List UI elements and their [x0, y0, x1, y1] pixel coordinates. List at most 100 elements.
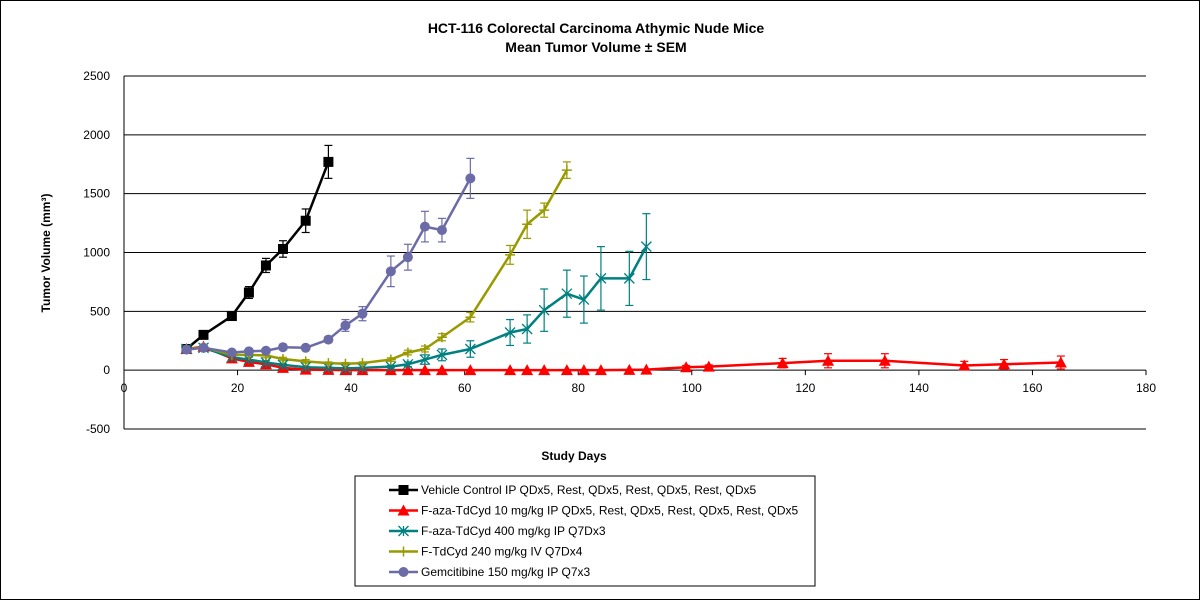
series-1-point: [323, 156, 334, 167]
series-3-point: [504, 327, 516, 338]
series-5-point: [436, 225, 447, 236]
series-5-point: [198, 342, 209, 353]
y-tick-label: 1000: [83, 246, 110, 260]
legend-entry-2: F-aza-TdCyd 10 mg/kg IP QDx5, Rest, QDx5…: [389, 504, 799, 518]
series-5-point: [419, 221, 430, 232]
series-3-point: [640, 241, 652, 253]
series-4-point: [419, 343, 430, 354]
gridlines: [124, 75, 1146, 430]
series-2-point: [680, 361, 693, 373]
series-2-point: [878, 354, 891, 366]
series-1-point: [300, 215, 311, 226]
legend: Vehicle Control IP QDx5, Rest, QDx5, Res…: [354, 475, 816, 587]
series-1-point: [198, 329, 209, 340]
series-markers: [180, 156, 1067, 376]
series-2-point: [776, 357, 789, 369]
x-tick-label: 40: [344, 381, 358, 395]
series-2-point: [702, 360, 715, 372]
series-5-point: [323, 334, 334, 345]
series-2-point: [464, 364, 477, 376]
series-2-point: [418, 364, 431, 376]
series-4-point: [402, 347, 413, 358]
series-2-point: [822, 354, 835, 366]
y-tick-label: 2500: [83, 69, 110, 83]
x-tick-label: 180: [1136, 381, 1156, 395]
series-4-point: [505, 249, 516, 260]
x-tick-label: 60: [458, 381, 472, 395]
series-4-point: [340, 358, 351, 369]
series-5-point: [277, 342, 288, 353]
chart-title-line-1: HCT-116 Colorectal Carcinoma Athymic Nud…: [428, 20, 765, 36]
series-4-point: [277, 353, 288, 364]
legend-entry-1: Vehicle Control IP QDx5, Rest, QDx5, Res…: [389, 483, 757, 497]
series-5-point: [385, 266, 396, 277]
series-2-point: [998, 358, 1011, 370]
x-axis-label: Study Days: [541, 449, 607, 463]
y-axis-label: Tumor Volume (mm³): [39, 194, 53, 313]
series-5-point: [340, 320, 351, 331]
legend-label: Vehicle Control IP QDx5, Rest, QDx5, Res…: [421, 483, 757, 497]
x-tick-label: 160: [1022, 381, 1042, 395]
error-bars: [182, 144, 1065, 371]
y-tick-label: 1500: [83, 187, 110, 201]
legend-label: F-aza-TdCyd 400 mg/kg IP Q7Dx3: [421, 524, 606, 538]
series-2-point: [401, 364, 414, 376]
x-tick-label: 20: [231, 381, 245, 395]
series-5-point: [465, 173, 476, 184]
series-2-point: [560, 364, 573, 376]
x-tick-label: 100: [682, 381, 702, 395]
series-3-point: [436, 349, 448, 361]
series-1-point: [260, 260, 271, 271]
y-tick-label: -500: [86, 422, 110, 436]
series-5-point: [260, 345, 271, 356]
series-3-point: [464, 343, 476, 355]
series-5-point: [357, 308, 368, 319]
legend-label: F-aza-TdCyd 10 mg/kg IP QDx5, Rest, QDx5…: [421, 504, 799, 518]
series-3-point: [419, 354, 431, 366]
series-4-point: [522, 219, 533, 230]
series-4-point: [300, 356, 311, 367]
series-4-point: [561, 165, 572, 176]
legend-entry-5: Gemcitibine 150 mg/kg IP Q7x3: [389, 565, 591, 579]
series-1-point: [243, 287, 254, 298]
series-5-point: [226, 347, 237, 358]
legend-marker: [398, 546, 409, 557]
y-tick-label: 0: [103, 363, 110, 377]
series-3-point: [538, 304, 550, 316]
series-1-point: [277, 243, 288, 254]
series-lines: [185, 161, 1061, 372]
legend-box: [354, 475, 816, 587]
series-2-point: [594, 364, 607, 376]
series-2-point: [521, 364, 534, 376]
x-tick-label: 140: [909, 381, 929, 395]
series-5-point: [243, 346, 254, 357]
series-5-point: [181, 344, 192, 355]
series-1-point: [226, 311, 237, 322]
chart-title-line-2: Mean Tumor Volume ± SEM: [505, 39, 686, 55]
legend-entry-3: F-aza-TdCyd 400 mg/kg IP Q7Dx3: [389, 524, 606, 538]
y-tick-label: 2000: [83, 128, 110, 142]
series-2-point: [435, 364, 448, 376]
x-tick-label: 0: [121, 381, 128, 395]
series-5-point: [402, 252, 413, 263]
x-tick-label: 120: [795, 381, 815, 395]
series-2-point: [538, 364, 551, 376]
x-tick-labels: 0 20 40 60 80 100 120 140 160 180: [121, 381, 1157, 395]
series-2-point: [958, 359, 971, 371]
y-tick-label: 500: [90, 304, 110, 318]
legend-entry-4: F-TdCyd 240 mg/kg IV Q7Dx4: [389, 545, 583, 559]
series-4-point: [357, 358, 368, 369]
series-4-point: [323, 358, 334, 369]
series-3-point: [561, 288, 573, 300]
series-2-point: [1054, 356, 1067, 368]
x-tick-label: 80: [572, 381, 586, 395]
series-2-point: [640, 363, 653, 375]
series-4-point: [465, 312, 476, 323]
series-5-point: [300, 342, 311, 353]
legend-marker: [398, 485, 409, 495]
series-4-point: [539, 205, 550, 216]
series-3-point: [623, 272, 635, 284]
series-2-point: [504, 364, 517, 376]
legend-label: F-TdCyd 240 mg/kg IV Q7Dx4: [421, 545, 583, 559]
